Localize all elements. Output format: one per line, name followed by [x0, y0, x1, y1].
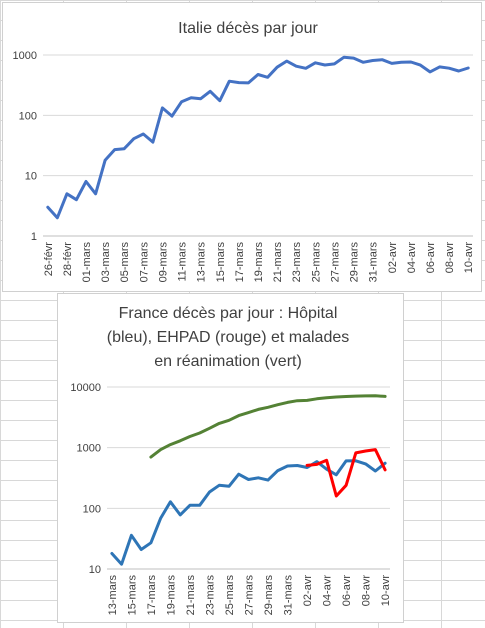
x-tick-label: 04-avr — [406, 242, 418, 274]
x-tick-label: 08-avr — [361, 575, 373, 607]
x-tick-label: 10-avr — [380, 575, 392, 607]
chart-title: Italie décès par jour — [178, 20, 318, 37]
x-tick-label: 23-mars — [204, 575, 216, 616]
y-tick-label: 10000 — [70, 382, 101, 394]
x-tick-label: 21-mars — [185, 575, 197, 616]
y-tick-label: 1000 — [13, 50, 37, 62]
x-tick-label: 31-mars — [283, 575, 295, 616]
france-chart-svg: France décès par jour : Hôpital (bleu), E… — [70, 305, 392, 616]
x-tick-label: 04-avr — [322, 575, 334, 607]
x-tick-label: 13-mars — [196, 242, 208, 283]
y-tick-label: 1 — [31, 231, 37, 243]
series-line-0 — [110, 459, 387, 566]
y-tick-label: 100 — [83, 503, 101, 515]
x-tick-label: 25-mars — [224, 575, 236, 616]
x-tick-label: 28-févr — [62, 242, 74, 277]
x-tick-label: 02-avr — [302, 575, 314, 607]
x-tick-label: 01-mars — [81, 242, 93, 283]
x-tick-label: 19-mars — [253, 242, 265, 283]
x-tick-label: 29-mars — [263, 575, 275, 616]
chart-title: en réanimation (vert) — [154, 353, 302, 370]
x-tick-label: 10-avr — [463, 242, 475, 274]
italy-chart: Italie décès par jour 1 10 100 1000 26-févr 28… — [2, 2, 482, 292]
series-line-0 — [46, 55, 470, 220]
x-tick-label: 11-mars — [177, 242, 189, 282]
y-tick-label: 10 — [89, 564, 101, 576]
x-tick-label: 27-mars — [244, 575, 256, 616]
x-tick-label: 09-mars — [157, 242, 169, 283]
x-tick-label: 03-mars — [100, 242, 112, 283]
x-tick-label: 26-févr — [43, 242, 55, 277]
x-tick-label: 21-mars — [272, 242, 284, 283]
x-tick-label: 06-avr — [341, 575, 353, 607]
x-tick-label: 31-mars — [368, 242, 380, 283]
series-line-1 — [305, 448, 387, 498]
x-tick-label: 07-mars — [138, 242, 150, 283]
y-tick-label: 1000 — [77, 443, 101, 455]
y-tick-label: 100 — [19, 110, 37, 122]
italy-chart-svg: Italie décès par jour 1 10 100 1000 26-févr 28… — [13, 20, 476, 283]
y-tick-label: 10 — [25, 171, 37, 183]
x-tick-label: 05-mars — [119, 242, 131, 283]
chart-title: France décès par jour : Hôpital — [119, 305, 338, 322]
x-tick-label: 17-mars — [146, 575, 158, 616]
x-tick-label: 13-mars — [107, 575, 119, 616]
x-tick-label: 23-mars — [291, 242, 303, 283]
x-tick-label: 17-mars — [234, 242, 246, 283]
x-tick-label: 15-mars — [126, 575, 138, 616]
x-tick-label: 02-avr — [387, 242, 399, 274]
x-tick-label: 19-mars — [165, 575, 177, 616]
x-tick-label: 15-mars — [215, 242, 227, 283]
x-tick-label: 06-avr — [425, 242, 437, 274]
x-tick-label: 08-avr — [444, 242, 456, 274]
x-tick-label: 29-mars — [349, 242, 361, 283]
france-chart: France décès par jour : Hôpital (bleu), E… — [57, 293, 404, 623]
x-tick-label: 27-mars — [329, 242, 341, 283]
chart-title: (bleu), EHPAD (rouge) et malades — [107, 329, 349, 346]
series-line-2 — [149, 394, 387, 459]
x-tick-label: 25-mars — [310, 242, 322, 283]
